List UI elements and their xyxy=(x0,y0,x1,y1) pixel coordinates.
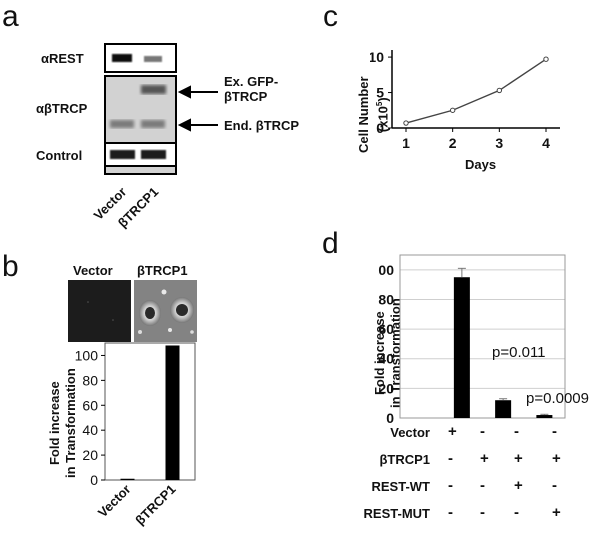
condition-sign: + xyxy=(552,450,561,467)
pvalue-label-1: p=0.011 xyxy=(492,344,546,361)
chart-b-ytick-label: 100 xyxy=(75,347,99,363)
chart-c-point xyxy=(403,120,409,126)
condition-sign: + xyxy=(514,477,523,494)
colony-images xyxy=(68,280,197,342)
chart-c-ytick-label: 5 xyxy=(376,85,384,101)
condition-sign: - xyxy=(448,450,453,467)
chart-c: 0 5 10 1 2 3 4 xyxy=(370,49,560,151)
chart-d-ytick-label: 80 xyxy=(378,291,394,307)
condition-sign: - xyxy=(552,423,557,440)
chart-c-xlabel: Days xyxy=(465,157,497,172)
condition-sign: + xyxy=(514,450,523,467)
chart-c-point xyxy=(543,56,549,62)
blot-rest-strip xyxy=(104,43,177,73)
chart-b-bar xyxy=(120,478,135,480)
condition-sign: - xyxy=(480,477,485,494)
annotation-ex-gfp: Ex. GFP- βTRCP xyxy=(224,74,279,104)
row-label-rest: αREST xyxy=(41,51,84,66)
chart-c-xtick-label: 1 xyxy=(402,135,410,151)
panel-b-letter: b xyxy=(2,250,19,283)
annotation-end: End. βTRCP xyxy=(224,118,300,133)
panel-c-letter: c xyxy=(323,0,338,33)
condition-sign: - xyxy=(480,423,485,440)
chart-c-xtick-label: 4 xyxy=(542,135,550,151)
chart-b-ytick-label: 80 xyxy=(82,372,98,388)
chart-b-frame xyxy=(104,342,196,481)
chart-b-ytick-label: 20 xyxy=(82,447,98,463)
condition-table: Vector + - - - βTRCP1 - + + + REST-WT - - + - REST-MUT -… xyxy=(330,423,601,535)
panel-d-letter: d xyxy=(322,227,339,260)
chart-d: 0 20 40 60 80 100 xyxy=(378,254,566,425)
chart-d-bar xyxy=(495,400,512,418)
condition-row-label: Vector xyxy=(390,425,430,440)
condition-row-label: REST-WT xyxy=(371,479,431,494)
chart-c-ytick-label: 10 xyxy=(370,49,384,65)
chart-b-ytick-label: 60 xyxy=(82,397,98,413)
colony-image-vector xyxy=(68,280,131,342)
arrow-end xyxy=(177,118,218,132)
image-label-vector: Vector xyxy=(73,263,113,278)
image-label-btrcp1: βTRCP1 xyxy=(137,263,188,278)
condition-sign: + xyxy=(480,450,489,467)
chart-d-bar xyxy=(536,415,553,418)
arrow-ex-gfp xyxy=(177,85,218,99)
condition-sign: - xyxy=(514,504,519,521)
chart-d-ytick-label: 60 xyxy=(378,321,394,337)
chart-c-xtick-label: 3 xyxy=(495,135,503,151)
panel-a-letter: a xyxy=(2,0,19,33)
chart-b-xtick-label: βTRCP1 xyxy=(132,482,178,528)
chart-d-ytick-label: 40 xyxy=(378,351,394,367)
chart-c-ytick-label: 0 xyxy=(376,120,384,136)
condition-sign: - xyxy=(448,477,453,494)
row-label-btrcp: αβTRCP xyxy=(36,101,88,116)
chart-c-point xyxy=(496,87,503,94)
chart-b-ytick-label: 0 xyxy=(90,472,98,488)
chart-d-ytick-label: 100 xyxy=(378,262,394,278)
chart-d-ytick-label: 20 xyxy=(378,380,394,396)
chart-d-frame xyxy=(399,254,566,419)
condition-sign: - xyxy=(552,477,557,494)
chart-c-xtick-label: 2 xyxy=(449,135,457,151)
blot-control-strip xyxy=(104,142,177,167)
condition-sign: - xyxy=(448,504,453,521)
chart-d-ytick-label: 0 xyxy=(386,410,394,425)
chart-c-series-line xyxy=(405,58,547,124)
chart-b-bar xyxy=(165,345,180,480)
colony-image-btrcp1 xyxy=(134,280,197,342)
chart-b-ytick-label: 40 xyxy=(82,422,98,438)
condition-row-label: REST-MUT xyxy=(363,506,430,521)
western-blot xyxy=(104,43,218,175)
chart-b-xtick-label: Vector xyxy=(95,482,134,521)
chart-c-point xyxy=(449,107,456,113)
condition-sign: + xyxy=(448,423,457,440)
condition-sign: - xyxy=(480,504,485,521)
pvalue-label-2: p=0.0009 xyxy=(526,390,589,407)
row-label-control: Control xyxy=(36,148,83,163)
condition-sign: + xyxy=(552,504,561,521)
chart-d-bar xyxy=(453,277,470,418)
condition-row-label: βTRCP1 xyxy=(379,452,430,467)
condition-sign: - xyxy=(514,423,519,440)
